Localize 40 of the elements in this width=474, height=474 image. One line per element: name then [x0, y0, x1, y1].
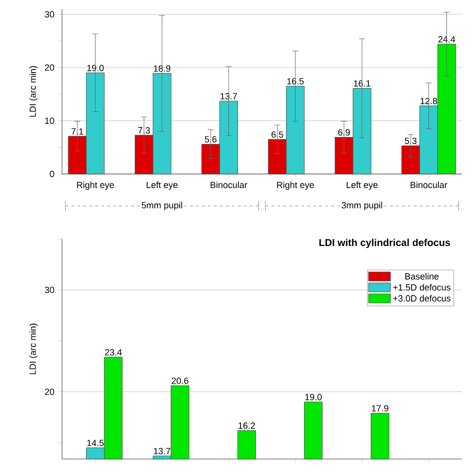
y-tick-label: 20: [44, 388, 54, 395]
legend-label: Baseline: [405, 272, 439, 280]
x-tick-label: Left eye: [146, 182, 178, 190]
chart-title: LDI with cylindrical defocus: [319, 238, 450, 248]
data-label: 7.3: [138, 127, 150, 134]
y-tick-label: 0: [50, 170, 54, 178]
data-label: 19.0: [305, 394, 322, 400]
text: 5mm pupil: [142, 202, 182, 210]
data-label: 16.5: [287, 78, 304, 84]
data-label: 7.1: [72, 128, 84, 135]
y-tick-label: 20: [44, 64, 54, 71]
data-label: 16.2: [238, 422, 255, 429]
x-tick-label: Binocular: [410, 182, 448, 188]
y-tick-label: 30: [44, 286, 54, 294]
data-label: 5.3: [404, 138, 417, 144]
data-label: 14.5: [87, 440, 104, 446]
data-label: 24.4: [438, 36, 456, 42]
text: 3mm pupil: [342, 202, 382, 210]
y-tick-label: 10: [45, 118, 54, 124]
data-label: 19.0: [87, 64, 104, 72]
data-label: 16.1: [354, 80, 370, 87]
data-label: 6.5: [272, 131, 284, 138]
y-axis-title: LDI (arc min): [29, 324, 38, 374]
y-axis-title: LDI (arc min): [29, 66, 38, 117]
data-label: 6.9: [338, 129, 350, 136]
data-label: 13.7: [154, 448, 170, 454]
legend-label: +1.5D defocus: [393, 284, 450, 291]
data-label: 12.8: [420, 98, 438, 104]
x-tick-label: Right eye: [77, 182, 114, 190]
data-label: 13.7: [220, 93, 237, 100]
x-tick-label: Binocular: [210, 182, 248, 188]
legend-label: +3.0D defocus: [393, 294, 450, 302]
y-tick-label: 30: [44, 11, 54, 18]
data-label: 17.9: [372, 405, 388, 412]
x-tick-label: Right eye: [277, 182, 314, 190]
x-tick-label: Left eye: [346, 182, 378, 190]
data-label: 23.4: [105, 349, 122, 356]
data-label: 5.6: [204, 136, 217, 142]
data-label: 18.9: [154, 65, 170, 72]
data-label: 20.6: [172, 378, 188, 384]
